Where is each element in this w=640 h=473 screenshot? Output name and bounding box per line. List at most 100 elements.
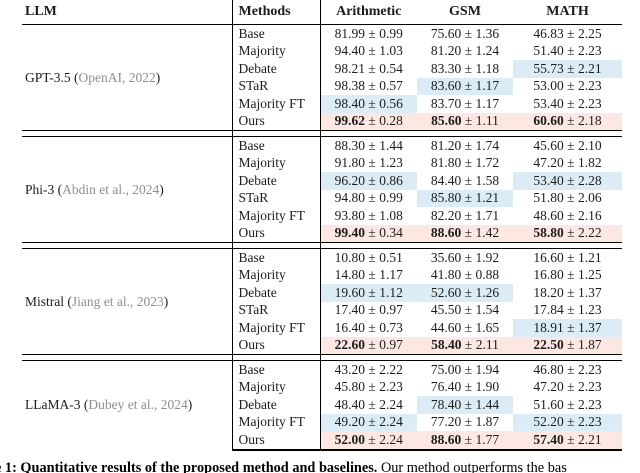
score-mean: 16.60 bbox=[533, 249, 564, 265]
score-cell: 44.60 ± 1.65 bbox=[417, 319, 513, 337]
score-mean: 44.60 bbox=[430, 319, 462, 335]
score-cell: 84.40 ± 1.58 bbox=[417, 172, 513, 190]
score-mean: 35.60 bbox=[430, 249, 462, 265]
method-cell: Majority bbox=[231, 378, 320, 396]
method-cell: STaR bbox=[231, 189, 320, 207]
score-mean: 84.40 bbox=[430, 172, 462, 188]
score-cell: 83.60 ± 1.17 bbox=[417, 77, 513, 95]
score-err: ± 2.23 bbox=[563, 95, 602, 111]
score-cell: 53.40 ± 2.28 bbox=[513, 172, 622, 190]
method-cell: Majority FT bbox=[231, 319, 320, 337]
score-cell: 19.60 ± 1.12 bbox=[319, 284, 417, 302]
score-mean: 43.20 bbox=[334, 361, 366, 377]
score-mean: 99.40 bbox=[334, 225, 366, 241]
score-mean: 17.84 bbox=[533, 302, 564, 318]
score-err: ± 1.42 bbox=[461, 225, 500, 241]
score-err: ± 1.03 bbox=[365, 43, 403, 59]
score-cell: 53.40 ± 2.23 bbox=[513, 95, 622, 113]
score-mean: 18.91 bbox=[533, 319, 564, 335]
method-cell: STaR bbox=[231, 301, 320, 319]
score-cell: 45.80 ± 2.23 bbox=[319, 378, 417, 396]
score-mean: 81.20 bbox=[430, 137, 462, 153]
citation-link[interactable]: Abdin et al., 2024 bbox=[62, 181, 160, 197]
score-cell: 17.84 ± 1.23 bbox=[513, 302, 622, 320]
table-row: Mistral (Jiang et al., 2023) Base 10.80 ± … bbox=[22, 248, 622, 309]
score-cell: 46.80 ± 2.23 bbox=[513, 361, 622, 379]
score-mean: 60.60 bbox=[533, 113, 564, 129]
table-row: Majority FT 98.40 ± 0.56 83.70 ± 1.17 53.40… bbox=[22, 95, 622, 113]
method-cell: Debate bbox=[231, 172, 320, 190]
score-err: ± 2.22 bbox=[563, 225, 602, 241]
score-mean: 78.40 bbox=[430, 396, 462, 412]
score-err: ± 1.17 bbox=[461, 95, 500, 111]
score-cell: 99.62 ± 0.28 bbox=[319, 112, 417, 131]
citation-link[interactable]: Dubey et al., 2024 bbox=[88, 397, 188, 413]
score-err: ± 2.25 bbox=[563, 25, 602, 41]
citation-link[interactable]: Jiang et al., 2023 bbox=[71, 293, 164, 309]
table-row: Majority 94.40 ± 1.03 81.20 ± 1.24 51.40 ± … bbox=[22, 42, 622, 61]
score-err: ± 1.44 bbox=[365, 137, 403, 153]
score-cell: 22.50 ± 1.87 bbox=[513, 336, 622, 355]
block-separator bbox=[22, 130, 622, 137]
score-cell: 47.20 ± 1.82 bbox=[513, 155, 622, 173]
score-mean: 51.40 bbox=[533, 43, 564, 59]
score-err: ± 2.28 bbox=[563, 172, 602, 188]
table-row: LLaMA-3 (Dubey et al., 2024) Base 43.20 ± … bbox=[22, 360, 622, 412]
score-err: ± 2.22 bbox=[365, 361, 403, 377]
score-err: ± 2.21 bbox=[563, 60, 602, 76]
score-cell: 77.20 ± 1.87 bbox=[417, 414, 513, 432]
score-err: ± 2.16 bbox=[563, 207, 602, 223]
score-err: ± 1.77 bbox=[461, 431, 500, 447]
score-mean: 98.40 bbox=[334, 95, 366, 111]
score-err: ± 1.08 bbox=[365, 207, 403, 223]
score-err: ± 0.97 bbox=[365, 337, 403, 353]
score-mean: 51.60 bbox=[533, 396, 564, 412]
score-mean: 98.21 bbox=[334, 60, 366, 76]
score-mean: 94.40 bbox=[334, 43, 366, 59]
score-err: ± 0.34 bbox=[365, 225, 403, 241]
score-cell: 94.80 ± 0.99 bbox=[319, 189, 417, 207]
score-cell: 81.20 ± 1.24 bbox=[417, 43, 513, 61]
column-header-math: MATH bbox=[513, 0, 622, 25]
score-cell: 35.60 ± 1.92 bbox=[417, 249, 513, 267]
score-err: ± 2.23 bbox=[365, 379, 403, 395]
caption-rest-text: Our method outperforms the bas bbox=[380, 460, 567, 473]
score-mean: 52.00 bbox=[334, 431, 366, 447]
score-mean: 91.80 bbox=[334, 155, 366, 171]
score-cell: 75.60 ± 1.36 bbox=[417, 25, 513, 43]
column-header-gsm: GSM bbox=[417, 0, 513, 25]
method-cell: Majority FT bbox=[231, 95, 320, 113]
score-cell: 45.60 ± 2.10 bbox=[513, 137, 622, 155]
table-row: GPT-3.5 (OpenAI, 2022) Base 81.99 ± 0.99 75… bbox=[22, 24, 622, 85]
score-err: ± 1.36 bbox=[461, 25, 500, 41]
score-err: ± 2.24 bbox=[365, 396, 403, 412]
score-cell: 99.40 ± 0.34 bbox=[319, 224, 417, 243]
table-row: Majority FT 49.20 ± 2.24 77.20 ± 1.87 52.20… bbox=[22, 413, 622, 432]
table-row: STaR 17.40 ± 0.97 45.50 ± 1.54 17.84 ± 1.23 bbox=[22, 301, 622, 320]
score-err: ± 1.90 bbox=[461, 379, 500, 395]
table-row: Ours 22.60 ± 0.97 58.40 ± 2.11 22.50 ± 1.87 bbox=[22, 336, 622, 355]
score-cell: 98.38 ± 0.57 bbox=[319, 77, 417, 95]
score-cell: 57.40 ± 2.21 bbox=[513, 431, 622, 451]
llm-name: LLaMA-3 bbox=[25, 397, 81, 413]
score-mean: 14.80 bbox=[334, 267, 366, 283]
score-mean: 88.60 bbox=[430, 431, 462, 447]
score-err: ± 0.54 bbox=[365, 60, 403, 76]
score-err: ± 2.06 bbox=[563, 190, 602, 206]
method-cell: Ours bbox=[231, 431, 320, 451]
citation-link[interactable]: OpenAI, 2022 bbox=[78, 69, 156, 85]
score-mean: 81.80 bbox=[430, 155, 462, 171]
score-err: ± 2.23 bbox=[563, 78, 602, 94]
score-cell: 17.40 ± 0.97 bbox=[319, 301, 417, 319]
score-cell: 88.60 ± 1.42 bbox=[417, 224, 513, 243]
score-cell: 48.60 ± 2.16 bbox=[513, 207, 622, 225]
method-cell: Base bbox=[231, 360, 320, 379]
score-err: ± 1.11 bbox=[461, 113, 499, 129]
score-mean: 16.40 bbox=[334, 319, 366, 335]
score-err: ± 1.54 bbox=[461, 302, 500, 318]
method-cell: Base bbox=[231, 24, 320, 43]
score-err: ± 1.18 bbox=[461, 60, 500, 76]
score-cell: 98.21 ± 0.54 bbox=[319, 60, 417, 78]
score-mean: 45.80 bbox=[334, 379, 366, 395]
